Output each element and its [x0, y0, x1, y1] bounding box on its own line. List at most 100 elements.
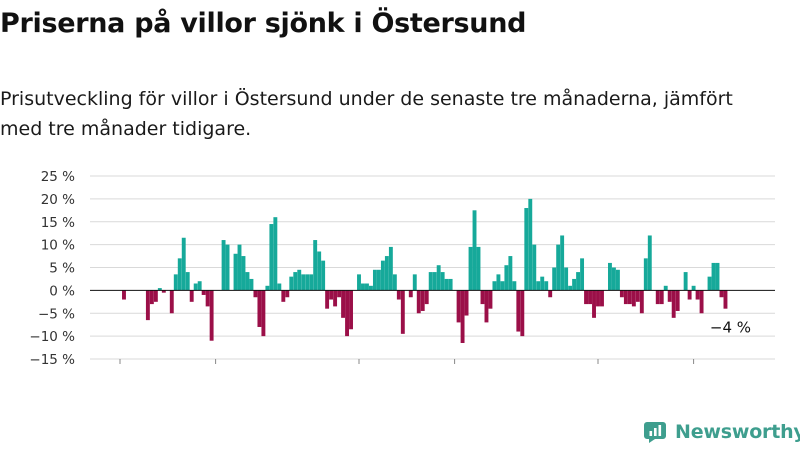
bar	[456, 290, 461, 323]
bar	[225, 244, 230, 291]
bar	[412, 274, 417, 291]
bar	[484, 290, 489, 323]
bar	[552, 267, 557, 291]
bar	[365, 283, 369, 291]
x-tick-label: 2024	[676, 374, 710, 375]
bar	[699, 290, 704, 314]
bar	[548, 290, 553, 298]
bar	[516, 290, 521, 332]
y-tick-label: −15 %	[29, 352, 75, 368]
bar	[205, 290, 210, 307]
bar	[536, 281, 541, 291]
bar	[396, 290, 401, 300]
bar	[237, 244, 242, 291]
bar	[564, 267, 569, 291]
bar	[245, 272, 250, 291]
bar	[372, 269, 377, 291]
bars	[122, 198, 728, 343]
bar	[464, 290, 469, 316]
bar	[349, 290, 353, 330]
bar	[627, 290, 632, 305]
bar	[221, 240, 226, 291]
bar	[400, 290, 405, 334]
bar	[440, 272, 445, 291]
bar	[380, 260, 385, 291]
bar	[313, 240, 318, 291]
bar	[544, 281, 549, 291]
y-tick-label: −5 %	[38, 306, 75, 322]
x-axis: 2012 2014 2017 2019 2022 2024	[103, 359, 711, 375]
bar	[667, 290, 672, 302]
bar	[361, 283, 365, 291]
bar	[687, 290, 692, 300]
logo-text: Newsworthy	[675, 421, 800, 443]
bar	[639, 290, 644, 314]
bar	[333, 290, 338, 307]
newsworthy-logo: Newsworthy	[644, 418, 800, 446]
bar	[592, 290, 596, 318]
bar-chart-icon	[644, 422, 666, 443]
bar	[169, 290, 174, 314]
bar	[185, 272, 190, 291]
bar	[289, 276, 294, 291]
x-tick-label: 2014	[198, 374, 232, 375]
bar	[317, 251, 322, 291]
x-tick-label: 2012	[103, 374, 137, 375]
bar	[424, 290, 429, 305]
bar	[209, 290, 214, 341]
bar	[540, 276, 545, 291]
bar	[257, 290, 262, 327]
bar	[157, 288, 162, 291]
chart-subtitle: Prisutveckling för villor i Östersund un…	[0, 88, 733, 140]
bar	[293, 272, 298, 291]
bar	[556, 244, 561, 291]
bar	[444, 278, 449, 291]
bar	[325, 290, 330, 309]
bar	[201, 290, 206, 295]
bar	[480, 290, 485, 305]
bar	[297, 269, 302, 291]
bar	[281, 290, 286, 302]
bar-chart: −15 % −10 % −5 % 0 % 5 % 10 % 15 % 20 % 25 % 201…	[29, 169, 775, 375]
bar	[305, 274, 310, 291]
bar	[253, 290, 258, 298]
bar	[388, 246, 393, 291]
x-tick-label: 2017	[342, 374, 376, 375]
bar	[520, 290, 525, 337]
bar	[416, 290, 421, 314]
bar	[277, 283, 282, 291]
bar	[153, 290, 158, 302]
bar	[647, 235, 652, 291]
bar	[488, 290, 493, 309]
bar	[600, 290, 604, 307]
bar	[723, 290, 728, 309]
bar	[500, 281, 505, 291]
bar	[177, 258, 182, 291]
bar	[508, 256, 513, 291]
bar	[436, 265, 441, 291]
bar	[580, 258, 585, 291]
bar	[460, 290, 465, 343]
bar	[715, 262, 720, 291]
bar	[691, 285, 696, 291]
bar	[329, 290, 334, 300]
y-axis: −15 % −10 % −5 % 0 % 5 % 10 % 15 % 20 % 25 %	[29, 169, 75, 368]
bar	[193, 283, 198, 291]
bar	[611, 267, 616, 291]
y-tick-label: −10 %	[29, 329, 75, 345]
bar	[663, 285, 668, 291]
annotation-outline: −4 %	[710, 319, 751, 337]
bar	[161, 290, 166, 293]
bar	[189, 290, 194, 302]
bar	[345, 290, 349, 337]
bar	[615, 269, 620, 291]
x-tick-label: 2019	[437, 374, 471, 375]
bar	[309, 274, 314, 291]
bar	[341, 290, 346, 318]
bar	[596, 290, 600, 307]
bar	[655, 290, 660, 305]
bar	[233, 253, 238, 291]
bar	[384, 256, 389, 291]
y-tick-label: 15 %	[41, 215, 75, 231]
bar	[273, 217, 278, 291]
